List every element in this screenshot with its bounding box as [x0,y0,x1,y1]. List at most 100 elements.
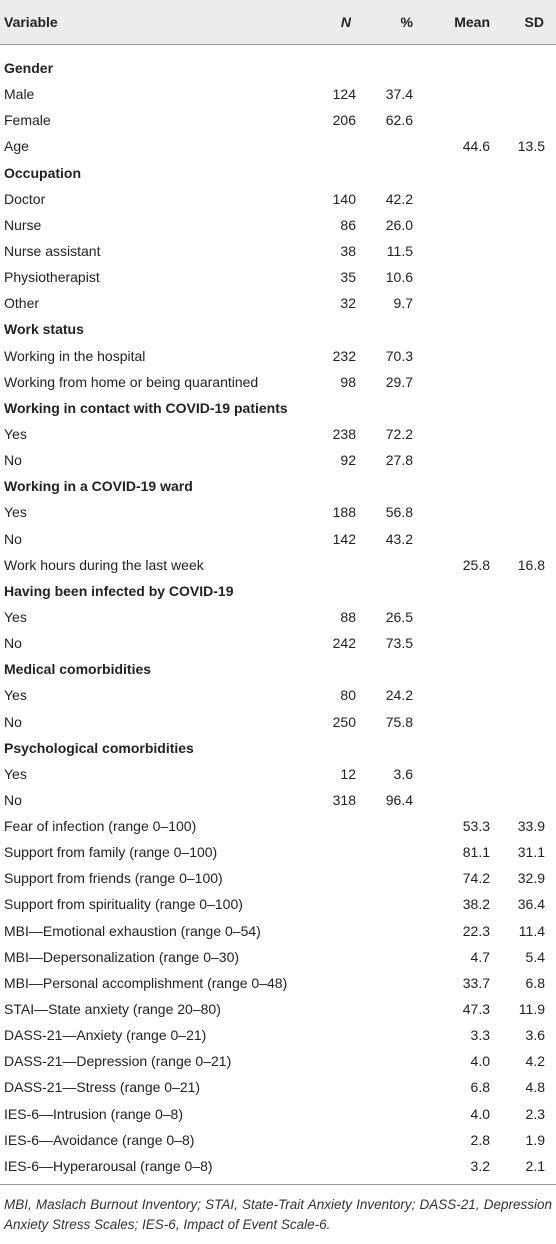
cell-value: 4.7 [470,948,490,965]
row-label: Yes [4,425,27,442]
cell-value: 98 [340,373,356,390]
row-label: Other [4,295,40,312]
cell-value: 31.1 [517,844,545,861]
row-label: IES-6—Avoidance (range 0–8) [4,1131,195,1148]
header-cell: SD [524,14,544,30]
cell-value: 3.6 [393,765,413,782]
cell-value: 11.9 [518,1001,545,1018]
cell-value: 33.7 [462,974,490,991]
cell-value: 25.8 [462,556,490,573]
row-label: Male [4,86,35,103]
row-label: Yes [4,765,27,782]
cell-value: 81.1 [462,844,490,861]
cell-value: 12 [340,765,356,782]
row-label: Female [4,112,51,129]
cell-value: 26.0 [385,216,413,233]
row-label: Work hours during the last week [4,556,204,573]
cell-value: 250 [332,713,356,730]
row-label: DASS-21—Stress (range 0–21) [4,1079,201,1096]
cell-value: 13.5 [517,138,545,155]
cell-value: 35 [340,269,356,286]
cell-value: 318 [332,791,356,808]
header-cell: N [340,14,351,30]
cell-value: 27.8 [385,452,413,469]
cell-value: 72.2 [385,425,413,442]
section-label: Psychological comorbidities [4,739,194,756]
row-label: Support from family (range 0–100) [4,844,218,861]
cell-value: 96.4 [385,791,413,808]
cell-value: 44.6 [462,138,490,155]
row-label: MBI—Personal accomplishment (range 0–48) [4,974,288,991]
cell-value: 56.8 [385,504,413,521]
cell-value: 75.8 [385,713,413,730]
cell-value: 42.2 [385,190,413,207]
cell-value: 26.5 [385,608,413,625]
section-label: Working in a COVID-19 ward [4,478,193,495]
cell-value: 206 [332,112,356,129]
cell-value: 11.5 [386,242,413,259]
section-label: Work status [4,321,84,338]
row-label: No [4,635,22,652]
row-label: Working in the hospital [4,347,146,364]
cell-value: 38.2 [462,896,490,913]
cell-value: 124 [332,86,356,103]
cell-value: 188 [332,504,356,521]
cell-value: 53.3 [462,818,490,835]
header-cell: % [400,14,413,30]
row-label: Yes [4,504,27,521]
cell-value: 140 [332,190,356,207]
row-label: Support from spirituality (range 0–100) [4,896,243,913]
cell-value: 74.2 [462,870,490,887]
cell-value: 22.3 [462,922,490,939]
cell-value: 2.1 [525,1157,545,1174]
row-label: MBI—Depersonalization (range 0–30) [4,948,240,965]
cell-value: 86 [340,216,356,233]
cell-value: 88 [340,608,356,625]
cell-value: 38 [340,242,356,259]
row-label: No [4,530,22,547]
cell-value: 5.4 [525,948,545,965]
cell-value: 32 [340,295,356,312]
cell-value: 4.0 [470,1053,490,1070]
cell-value: 4.0 [470,1105,490,1122]
cell-value: 80 [340,687,356,704]
header-cell: Variable [4,14,58,30]
row-label: IES-6—Intrusion (range 0–8) [4,1105,183,1122]
cell-value: 62.6 [385,112,413,129]
row-label: Fear of infection (range 0–100) [4,818,197,835]
row-label: STAI—State anxiety (range 20–80) [4,1001,221,1018]
cell-value: 10.6 [385,269,413,286]
cell-value: 11.4 [518,922,545,939]
bottom-rule [0,1184,556,1186]
row-label: DASS-21—Depression (range 0–21) [4,1053,232,1070]
header-row [0,0,556,45]
cell-value: 3.2 [470,1157,490,1174]
cell-value: 6.8 [525,974,545,991]
cell-value: 73.5 [385,635,413,652]
row-label: No [4,452,22,469]
section-label: Occupation [4,164,82,181]
cell-value: 9.7 [393,295,413,312]
section-label: Having been infected by COVID-19 [4,582,234,599]
cell-value: 3.6 [525,1027,545,1044]
cell-value: 3.3 [470,1027,490,1044]
cell-value: 36.4 [517,896,545,913]
cell-value: 142 [332,530,356,547]
cell-value: 29.7 [385,373,413,390]
cell-value: 4.8 [525,1079,545,1096]
cell-value: 24.2 [385,687,413,704]
cell-value: 6.8 [470,1079,490,1096]
cell-value: 232 [332,347,356,364]
footnote: MBI, Maslach Burnout Inventory; STAI, St… [4,1197,552,1232]
cell-value: 47.3 [462,1001,490,1018]
cell-value: 1.9 [525,1131,545,1148]
row-label: Working from home or being quarantined [4,373,259,390]
cell-value: 242 [332,635,356,652]
row-label: Yes [4,608,27,625]
section-label: Working in contact with COVID-19 patient… [4,399,288,416]
cell-value: 33.9 [517,818,545,835]
row-label: Yes [4,687,27,704]
cell-value: 43.2 [385,530,413,547]
section-label: Gender [4,60,54,76]
row-label: No [4,791,22,808]
